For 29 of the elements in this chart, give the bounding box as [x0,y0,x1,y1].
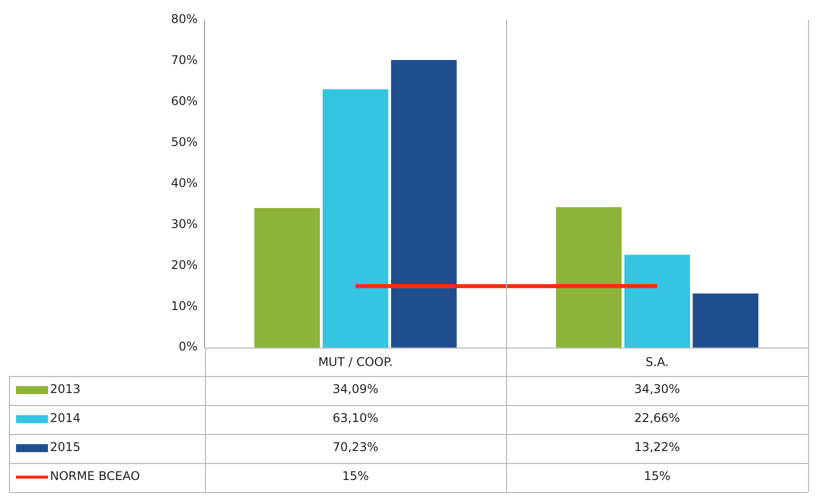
y-tick-label: 20% [171,258,198,272]
data-label: 15% [644,469,671,484]
x-tick-label: S.A. [646,354,669,369]
data-label: 15% [342,469,369,484]
x-tick-label: MUT / COOP. [318,354,393,369]
y-tick-label: 10% [171,298,198,313]
y-tick-label: 40% [171,176,198,190]
y-tick-label: 60% [171,94,198,108]
data-label: 13,22% [634,440,680,454]
y-tick-label: 50% [171,134,198,149]
data-label: 34,09% [332,382,378,396]
bar [556,207,622,348]
legend-label: 2013 [50,382,81,396]
y-tick-label: 70% [171,53,198,68]
bar [391,60,457,348]
data-label: 63,10% [332,411,378,426]
legend-label: NORME BCEAO [50,469,140,484]
data-label: 70,23% [332,440,378,454]
y-tick-label: 30% [171,216,198,231]
bar [692,293,758,348]
bar [322,89,388,348]
legend-label: 2015 [50,440,81,454]
legend-label: 2014 [50,411,81,426]
bar [254,208,320,348]
y-tick-label: 80% [171,12,198,26]
data-label: 22,66% [634,411,680,426]
data-label: 34,30% [634,382,680,396]
bar [624,254,690,348]
y-tick-label: 0% [178,340,198,354]
